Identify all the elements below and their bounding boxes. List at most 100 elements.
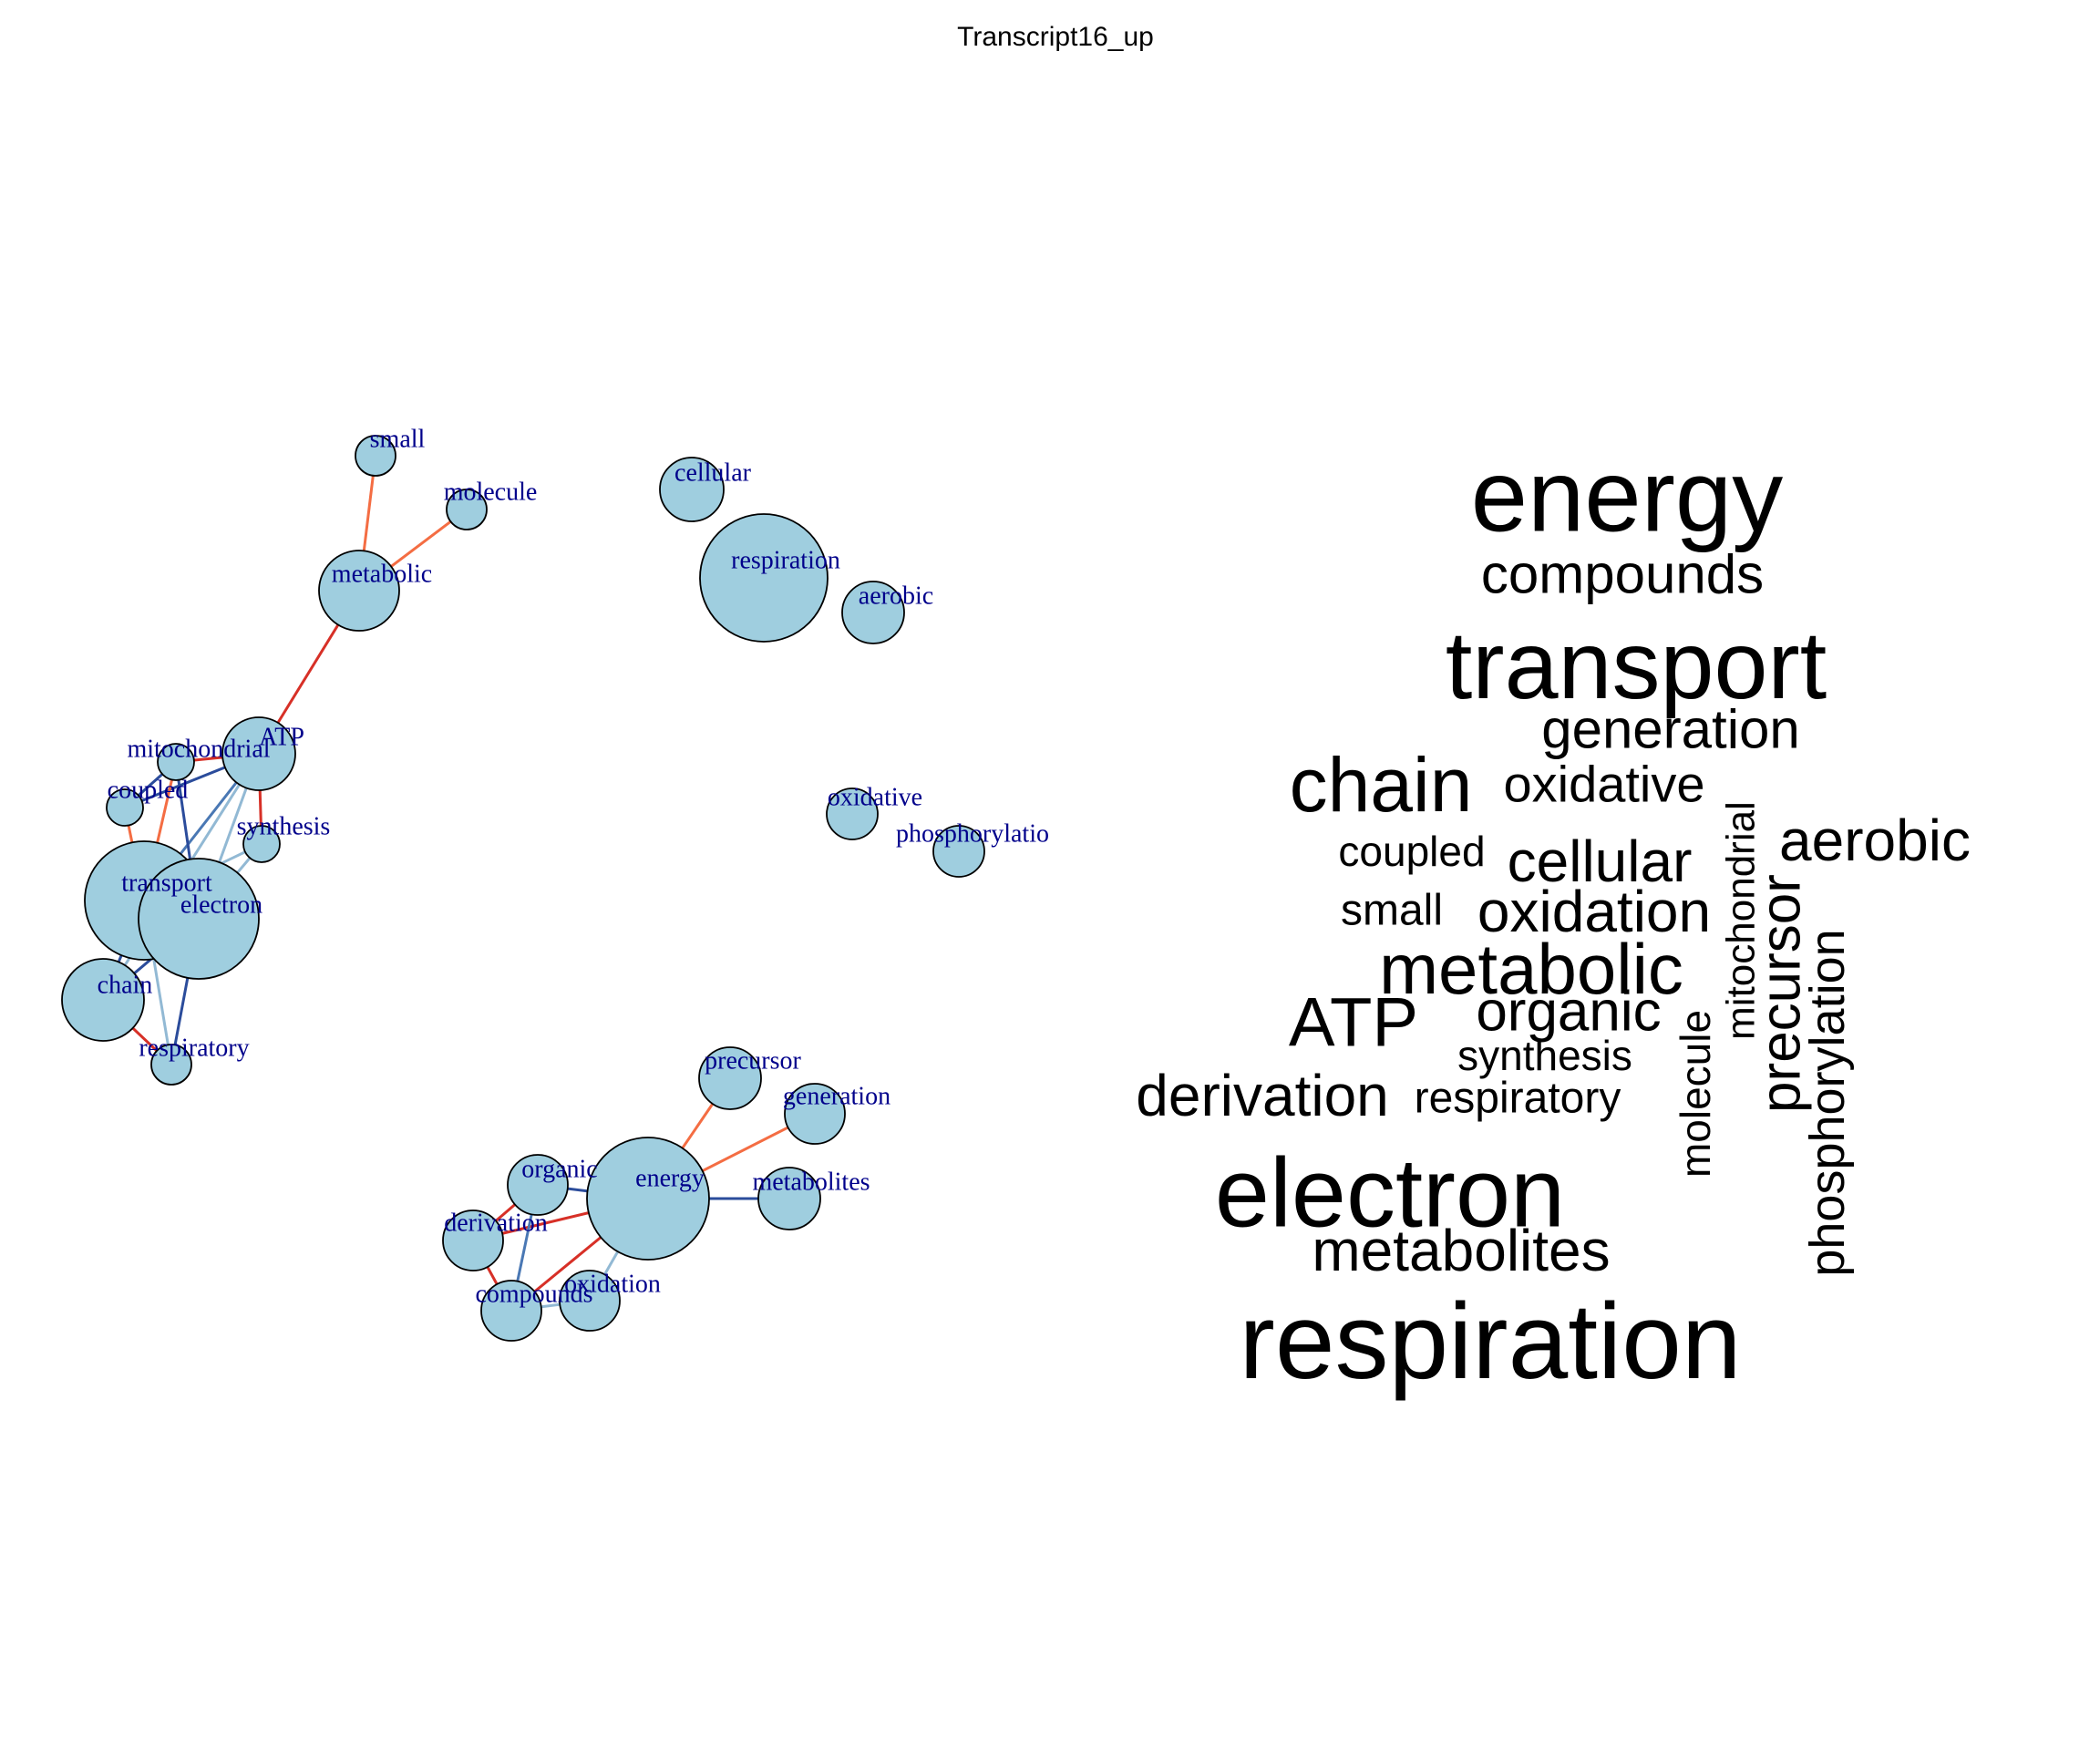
node-circle-energy — [586, 1137, 710, 1261]
node-circle-metabolic — [318, 550, 400, 632]
node-circle-derivation — [442, 1210, 504, 1271]
network-nodes — [61, 435, 985, 1342]
node-circle-ATP — [221, 716, 296, 791]
node-label-aerobic: aerobic — [859, 582, 933, 610]
network-node-oxidative — [826, 788, 879, 840]
node-circle-metabolites — [757, 1167, 821, 1230]
wordcloud-word-respiration: respiration — [1240, 1282, 1742, 1402]
wordcloud-word-coupled: coupled — [1338, 828, 1485, 875]
node-circle-aerobic — [841, 581, 905, 644]
network-node-compounds — [480, 1280, 542, 1342]
wordcloud-word-oxidation: oxidation — [1477, 879, 1711, 944]
node-label-metabolic: metabolic — [332, 560, 432, 588]
node-circle-respiration — [699, 513, 829, 643]
network-node-metabolites — [757, 1167, 821, 1230]
node-label-metabolites: metabolites — [752, 1168, 870, 1196]
wordcloud-word-ATP: ATP — [1289, 984, 1418, 1062]
node-label-compounds: compounds — [475, 1280, 592, 1308]
node-label-phosphorylation: phosphorylatio — [896, 819, 1049, 848]
node-label-small: small — [370, 425, 426, 453]
network-node-phosphorylation — [932, 825, 985, 878]
node-circle-precursor — [698, 1046, 762, 1110]
node-label-organic: organic — [521, 1155, 597, 1183]
wordcloud-word-small: small — [1341, 887, 1443, 935]
node-circle-mitochondrial — [157, 743, 195, 781]
node-label-mitochondrial: mitochondrial — [127, 735, 270, 763]
node-circle-phosphorylation — [932, 825, 985, 878]
node-circle-coupled — [106, 788, 144, 827]
network-node-generation — [784, 1083, 846, 1145]
node-label-respiratory: respiratory — [139, 1034, 249, 1062]
wordcloud-word-metabolic: metabolic — [1379, 929, 1683, 1009]
wordcloud-word-derivation: derivation — [1136, 1063, 1389, 1128]
node-circle-small — [355, 435, 396, 477]
network-node-mitochondrial — [157, 743, 195, 781]
node-circle-respiratory — [150, 1044, 192, 1086]
wordcloud-word-compounds: compounds — [1481, 544, 1764, 605]
node-circle-compounds — [480, 1280, 542, 1342]
node-circle-organic — [507, 1154, 569, 1216]
node-label-respiration: respiration — [731, 546, 840, 574]
network-node-molecule — [446, 489, 488, 530]
network-node-electron — [138, 858, 260, 980]
network-node-respiration — [699, 513, 829, 643]
node-circle-generation — [784, 1083, 846, 1145]
network-node-precursor — [698, 1046, 762, 1110]
node-label-generation: generation — [783, 1082, 890, 1110]
figure-title: Transcript16_up — [957, 22, 1154, 52]
network-node-derivation — [442, 1210, 504, 1271]
node-circle-cellular — [659, 457, 725, 522]
wordcloud-word-molecule: molecule — [1672, 1010, 1719, 1178]
node-circle-molecule — [446, 489, 488, 530]
node-label-precursor: precursor — [705, 1046, 801, 1075]
node-label-transport: transport — [121, 869, 212, 897]
network-labels: small molecule metabolic cellular respiratio… — [98, 425, 1049, 1308]
wordcloud-word-precursor: precursor — [1750, 874, 1813, 1113]
node-label-oxidation: oxidation — [564, 1270, 661, 1298]
network-node-coupled — [106, 788, 144, 827]
cooccurrence-network: small molecule metabolic cellular respiratio… — [61, 425, 1049, 1342]
wordcloud-word-mitochondrial: mitochondrial — [1719, 801, 1764, 1040]
wordcloud-word-energy: energy — [1471, 439, 1783, 553]
node-label-energy: energy — [635, 1164, 705, 1192]
node-circle-oxidative — [826, 788, 879, 840]
wordcloud-word-cellular: cellular — [1508, 829, 1693, 894]
wordcloud-word-chain: chain — [1290, 742, 1473, 828]
node-label-molecule: molecule — [444, 478, 538, 506]
wordcloud-word-electron: electron — [1215, 1138, 1565, 1248]
node-circle-chain — [61, 958, 145, 1042]
network-node-small — [355, 435, 396, 477]
network-node-organic — [507, 1154, 569, 1216]
wordcloud-word-organic: organic — [1476, 981, 1661, 1044]
wordcloud-word-generation: generation — [1541, 699, 1800, 760]
node-label-synthesis: synthesis — [237, 812, 331, 840]
network-node-aerobic — [841, 581, 905, 644]
node-label-electron: electron — [180, 890, 262, 919]
wordcloud-word-synthesis: synthesis — [1457, 1032, 1632, 1079]
node-label-cellular: cellular — [674, 458, 752, 487]
network-node-oxidation — [559, 1270, 621, 1332]
wordcloud-word-respiratory: respiratory — [1415, 1075, 1621, 1123]
network-node-chain — [61, 958, 145, 1042]
node-circle-oxidation — [559, 1270, 621, 1332]
node-label-chain: chain — [98, 971, 153, 999]
node-label-ATP: ATP — [259, 723, 304, 751]
wordcloud-word-metabolites: metabolites — [1312, 1218, 1610, 1283]
network-node-ATP — [221, 716, 296, 791]
node-label-coupled: coupled — [108, 776, 189, 804]
network-node-energy — [586, 1137, 710, 1261]
node-circle-electron — [138, 858, 260, 980]
network-node-metabolic — [318, 550, 400, 632]
node-circle-synthesis — [242, 825, 281, 863]
network-node-respiratory — [150, 1044, 192, 1086]
wordcloud-word-oxidative: oxidative — [1503, 756, 1704, 813]
network-node-cellular — [659, 457, 725, 522]
network-node-synthesis — [242, 825, 281, 863]
node-label-oxidative: oxidative — [828, 783, 922, 811]
wordcloud-word-transport: transport — [1446, 612, 1827, 719]
node-label-derivation: derivation — [444, 1209, 548, 1237]
wordcloud-word-aerobic: aerobic — [1779, 808, 1971, 873]
wordcloud-word-phosphorylation: phosphorylation — [1800, 929, 1855, 1276]
